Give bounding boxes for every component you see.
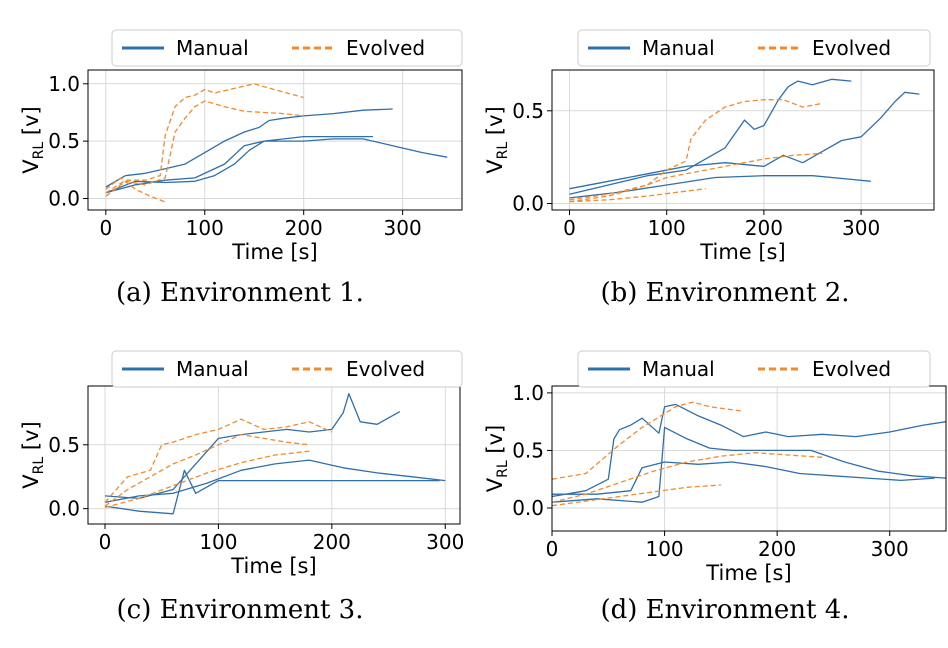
chart-environment-3: 0 100 200 300 0.0 0.5 Time [s] VRL [v] Manual Evo… — [19, 350, 464, 578]
y-tick-label: 0.0 — [512, 496, 544, 520]
chart-environment-2: 0 100 200 300 0.0 0.5 Time [s] VRL [v] Manual Evo… — [483, 29, 935, 264]
x-tick-label: 0 — [99, 530, 112, 554]
manual-series-line — [552, 461, 935, 495]
legend-evolved-label: Evolved — [812, 36, 891, 60]
legend-box — [111, 350, 463, 388]
manual-series-line — [105, 138, 448, 194]
evolved-series-line — [569, 188, 706, 203]
legend-evolved-label: Evolved — [346, 36, 425, 60]
x-axis-label: Time [s] — [231, 240, 317, 264]
x-tick-label: 300 — [384, 216, 422, 240]
y-tick-label: 0.0 — [512, 192, 544, 216]
manual-series-line — [551, 403, 947, 498]
x-axis-label: Time [s] — [699, 240, 785, 264]
caption-environment-4: (d) Environment 4. — [600, 595, 850, 625]
evolved-series-line — [569, 99, 823, 203]
manual-series-line — [104, 469, 440, 515]
chart-environment-4: 0 100 200 300 0.0 0.5 1.0 Time [s] VRL [v] Manual… — [483, 350, 947, 585]
x-axis-label: Time [s] — [705, 561, 791, 585]
manual-series-line — [104, 393, 401, 500]
manual-series-line — [105, 135, 373, 194]
evolved-series-line — [104, 418, 333, 503]
legend-manual-label: Manual — [176, 357, 249, 381]
legend-box — [111, 29, 463, 67]
y-axis-label: VRL [v] — [19, 106, 47, 173]
x-tick-label: 200 — [313, 530, 351, 554]
y-tick-label: 0.5 — [512, 438, 544, 462]
y-axis-label: VRL [v] — [483, 425, 511, 492]
y-tick-label: 1.0 — [512, 381, 544, 405]
x-tick-label: 200 — [758, 537, 796, 561]
legend-box — [577, 29, 931, 67]
x-tick-label: 300 — [871, 537, 909, 561]
y-tick-label: 0.5 — [512, 99, 544, 123]
x-tick-label: 0 — [546, 537, 559, 561]
evolved-series-line — [551, 401, 744, 480]
y-axis-label: VRL [v] — [19, 421, 47, 488]
caption-environment-3: (c) Environment 3. — [116, 595, 364, 625]
x-tick-label: 100 — [648, 216, 686, 240]
plot-frame — [87, 69, 463, 211]
x-tick-label: 200 — [285, 216, 323, 240]
legend-manual-label: Manual — [176, 36, 249, 60]
x-tick-label: 100 — [186, 216, 224, 240]
chart-environment-1: 0 100 200 300 0.0 0.5 1.0 Time [s] VRL [v] Manual… — [19, 29, 463, 264]
y-tick-label: 0.0 — [48, 497, 80, 521]
y-tick-label: 0.5 — [48, 433, 80, 457]
legend-evolved-label: Evolved — [812, 357, 891, 381]
legend-evolved-label: Evolved — [346, 357, 425, 381]
evolved-series-line — [569, 152, 823, 201]
x-tick-label: 100 — [199, 530, 237, 554]
legend-manual-label: Manual — [642, 36, 715, 60]
caption-environment-1: (a) Environment 1. — [116, 278, 364, 308]
evolved-series-line — [104, 433, 310, 507]
x-tick-label: 300 — [842, 216, 880, 240]
caption-environment-2: (b) Environment 2. — [600, 278, 850, 308]
y-tick-label: 0.0 — [48, 187, 80, 211]
evolved-series-line — [105, 177, 166, 203]
x-tick-label: 200 — [745, 216, 783, 240]
y-tick-label: 1.0 — [48, 72, 80, 96]
manual-series-line — [569, 175, 871, 199]
x-axis-label: Time [s] — [230, 554, 316, 578]
manual-series-line — [551, 426, 947, 503]
legend-box — [577, 350, 931, 388]
evolved-series-line — [104, 450, 310, 509]
legend-manual-label: Manual — [642, 357, 715, 381]
y-axis-label: VRL [v] — [483, 106, 511, 173]
manual-series-line — [569, 91, 920, 190]
x-tick-label: 0 — [563, 216, 576, 240]
plot-frame — [551, 69, 935, 211]
manual-series-line — [105, 108, 393, 188]
manual-series-line — [569, 78, 852, 195]
evolved-series-line — [551, 484, 721, 507]
evolved-series-line — [105, 83, 304, 194]
x-tick-label: 100 — [645, 537, 683, 561]
manual-series-line — [104, 459, 446, 503]
x-tick-label: 0 — [99, 216, 112, 240]
y-tick-label: 0.5 — [48, 129, 80, 153]
x-tick-label: 300 — [426, 530, 464, 554]
evolved-series-line — [105, 100, 304, 197]
